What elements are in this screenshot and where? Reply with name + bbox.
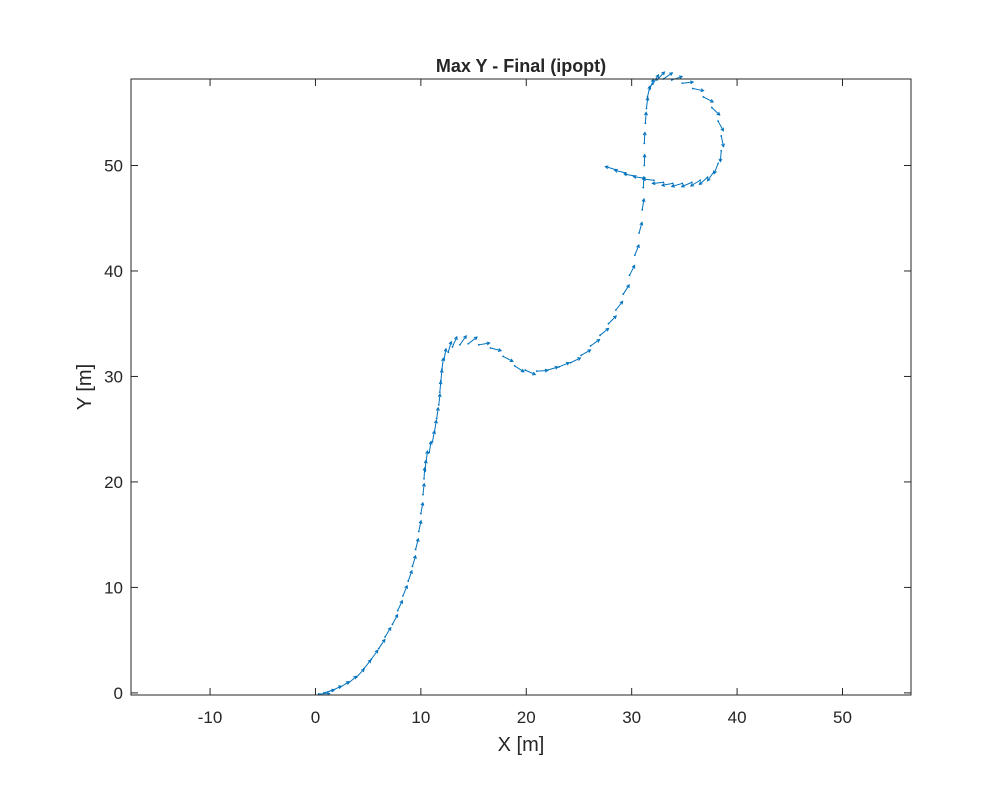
x-axis-label: X [m] (498, 734, 545, 756)
x-tick-label: -10 (198, 708, 223, 727)
y-tick-label: 30 (104, 367, 123, 386)
y-tick-label: 40 (104, 262, 123, 281)
y-axis-label: Y [m] (74, 364, 96, 410)
x-tick-label: 40 (728, 708, 747, 727)
y-tick-label: 20 (104, 473, 123, 492)
y-tick-label: 50 (104, 156, 123, 175)
y-tick-label: 10 (104, 578, 123, 597)
y-tick-label: 0 (114, 684, 123, 703)
x-tick-label: 10 (411, 708, 430, 727)
x-tick-label: 50 (833, 708, 852, 727)
plot-area (131, 79, 911, 695)
x-tick-label: 30 (622, 708, 641, 727)
x-tick-label: 0 (311, 708, 320, 727)
chart-title: Max Y - Final (ipopt) (436, 56, 606, 76)
x-tick-label: 20 (517, 708, 536, 727)
